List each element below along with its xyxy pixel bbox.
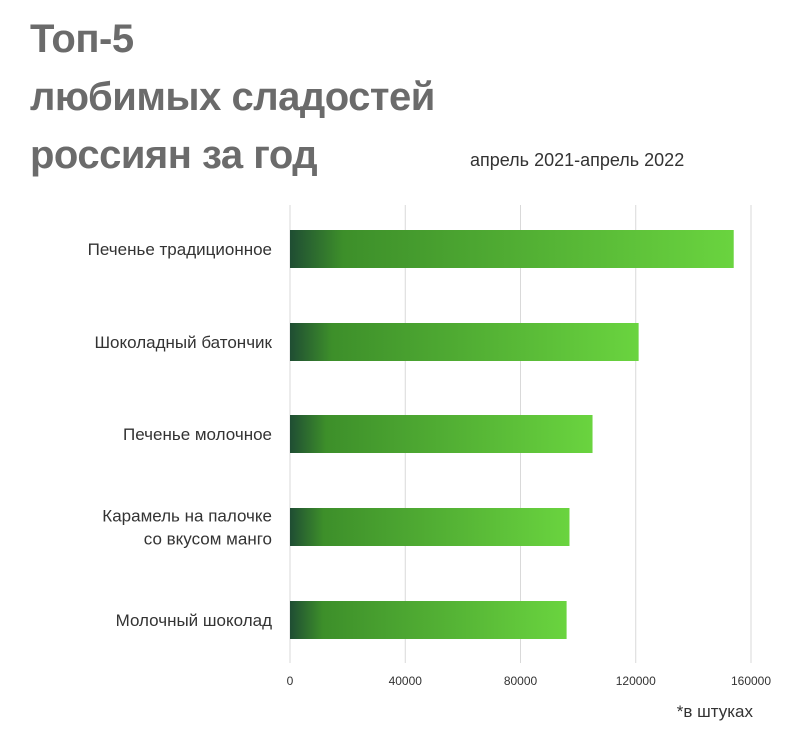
category-label-4: Молочный шоколад xyxy=(116,611,272,630)
category-label-4-line-0: Молочный шоколад xyxy=(116,611,272,630)
category-label-3-line-1: со вкусом манго xyxy=(144,530,272,549)
category-label-2-line-0: Печенье молочное xyxy=(123,425,272,444)
x-tick-label-2: 80000 xyxy=(504,674,538,688)
category-label-0-line-0: Печенье традиционное xyxy=(88,240,272,259)
chart-title: Топ-5 любимых сладостей россиян за год xyxy=(30,10,435,184)
bar-4 xyxy=(290,601,567,639)
category-label-0: Печенье традиционное xyxy=(88,240,272,259)
x-tick-label-0: 0 xyxy=(287,674,294,688)
title-line-1: Топ-5 xyxy=(30,17,134,61)
bar-2 xyxy=(290,415,593,453)
bar-1 xyxy=(290,323,639,361)
category-label-1-line-0: Шоколадный батончик xyxy=(94,333,272,352)
title-line-2: любимых сладостей xyxy=(30,75,435,119)
category-label-2: Печенье молочное xyxy=(123,425,272,444)
bar-0 xyxy=(290,230,734,268)
x-tick-label-4: 160000 xyxy=(731,674,771,688)
category-label-3-line-0: Карамель на палочке xyxy=(102,507,272,526)
x-tick-label-1: 40000 xyxy=(389,674,423,688)
units-footnote: *в штуках xyxy=(676,702,753,721)
category-label-3: Карамель на палочке со вкусом манго xyxy=(102,507,272,549)
period-subtitle: апрель 2021-апрель 2022 xyxy=(470,150,685,170)
bar-3 xyxy=(290,508,570,546)
title-line-3: россиян за год xyxy=(30,133,318,177)
category-label-1: Шоколадный батончик xyxy=(94,333,272,352)
x-tick-label-3: 120000 xyxy=(616,674,656,688)
